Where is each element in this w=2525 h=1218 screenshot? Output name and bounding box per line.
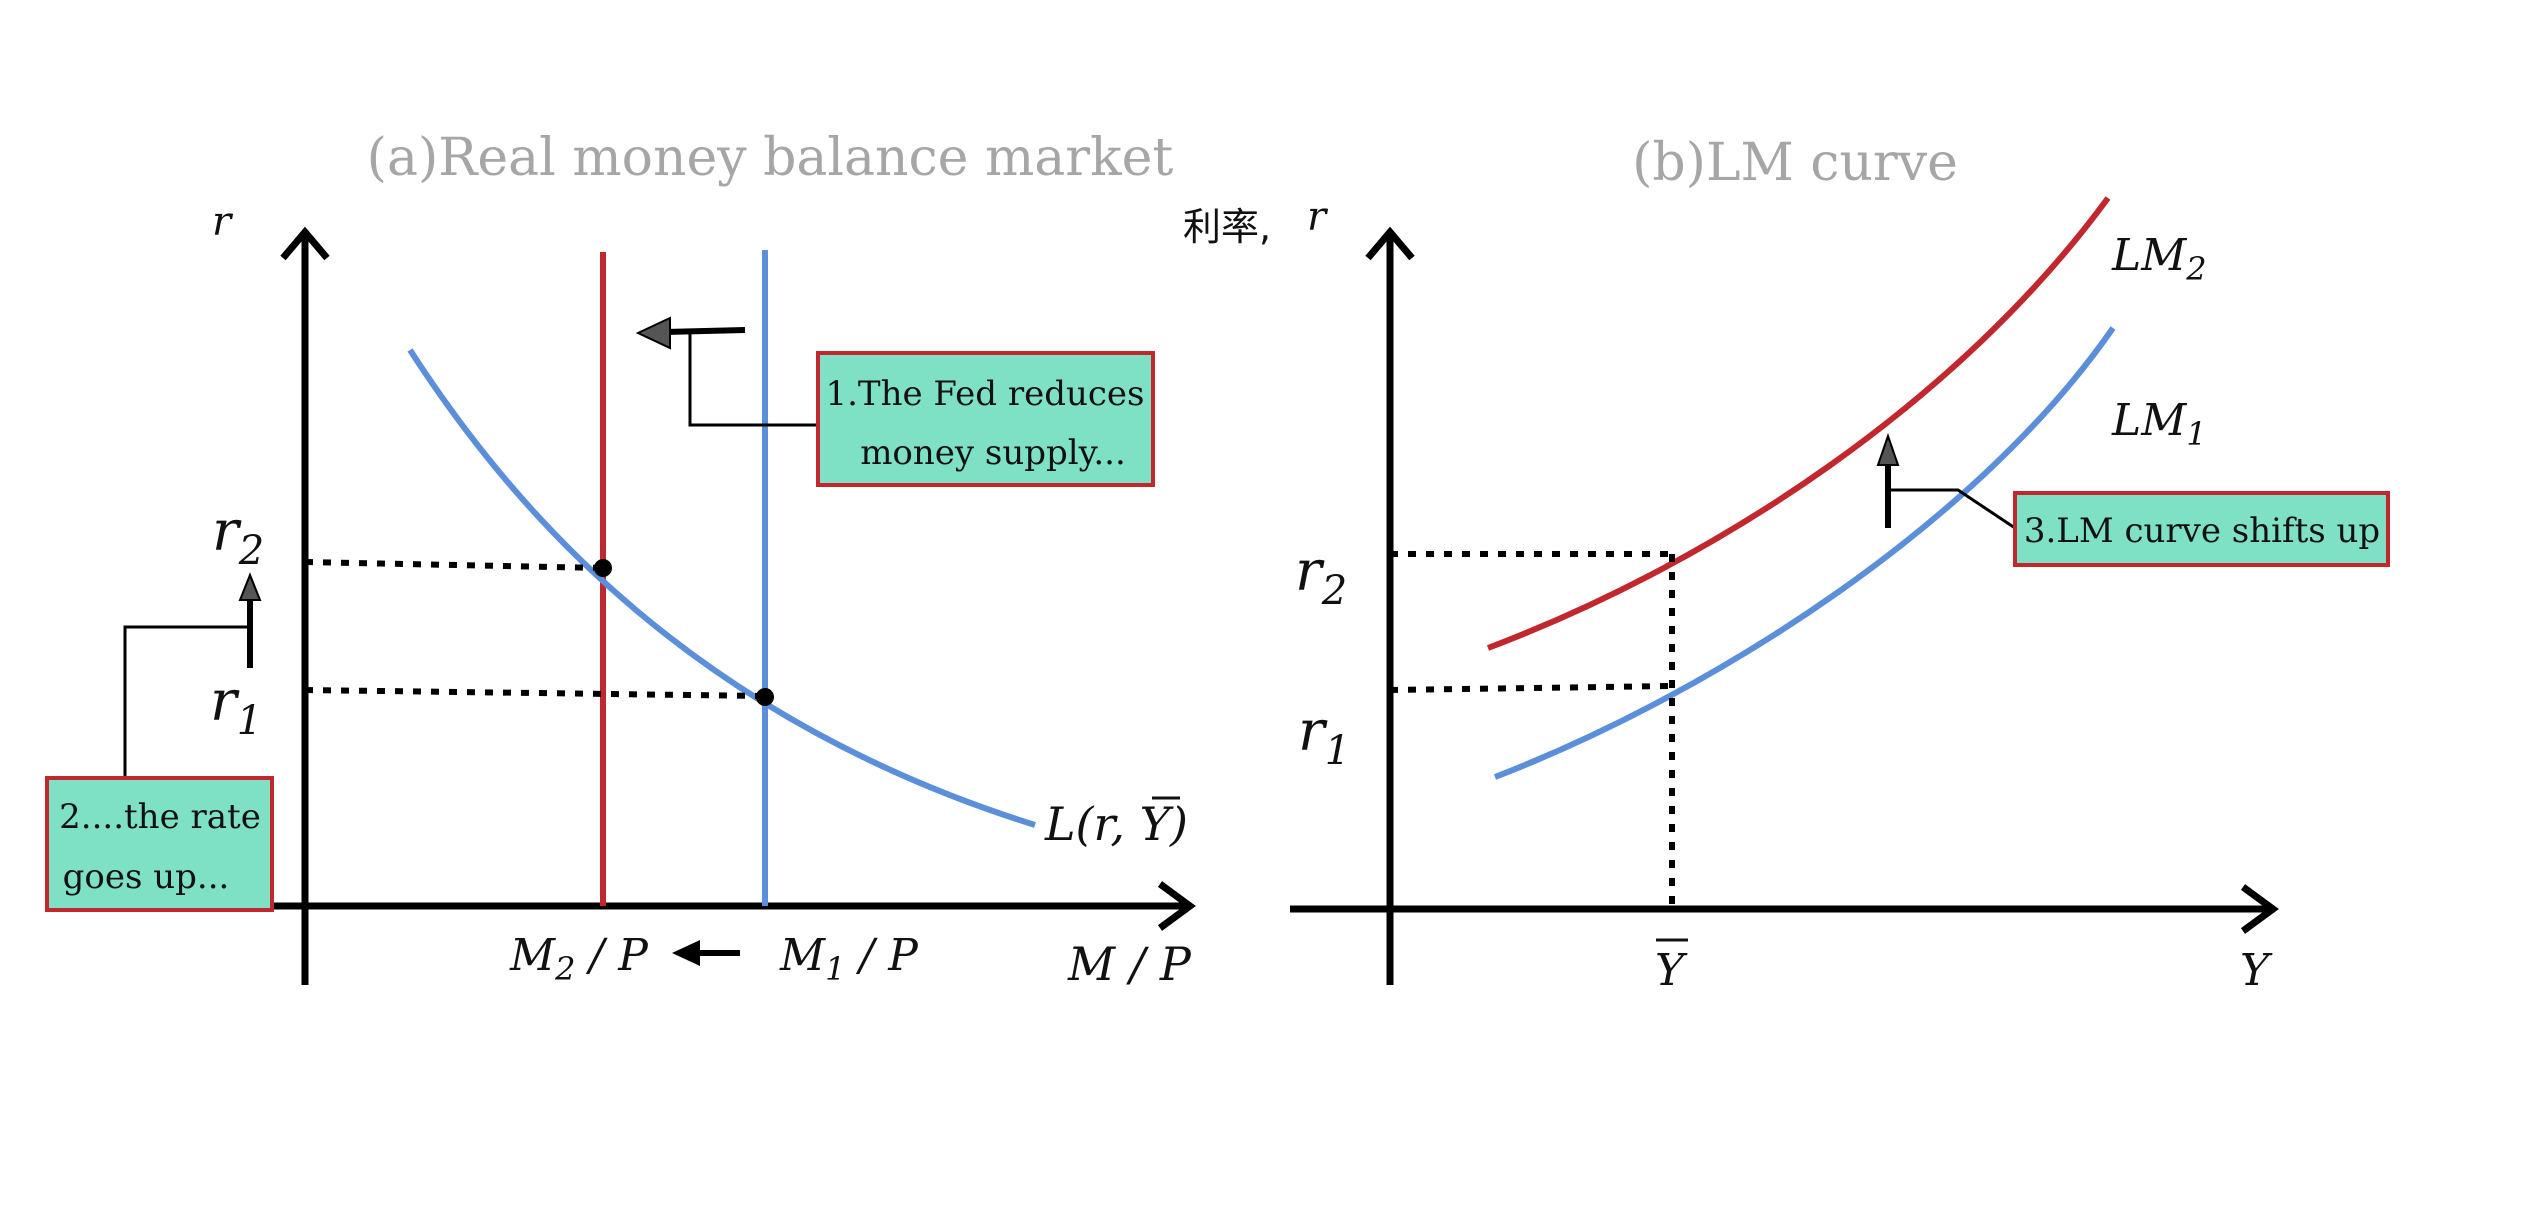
callout-2-box: [45, 776, 274, 912]
panel-b-y-label-cn: 利率,: [1183, 205, 1271, 249]
panel-b-title: (b)LM curve: [1632, 133, 1958, 193]
panel-b: (b)LM curve 利率, r Y r2 r1 Y LM2 LM1 3: [1183, 133, 2390, 996]
r1-guide-line: [304, 687, 766, 699]
equilibrium-point-1: [756, 688, 774, 706]
callout-1-line2: money supply...: [860, 433, 1126, 473]
arrow-up-icon: [238, 572, 262, 668]
panel-a-y-axis-arrowhead: [280, 226, 330, 261]
money-demand-curve: [407, 348, 1036, 828]
equilibrium-point-2: [594, 559, 612, 577]
panel-b-y-axis-arrowhead: [1365, 226, 1415, 261]
arrow-left-icon: [635, 316, 746, 350]
lm2-curve: [1486, 196, 2111, 651]
panel-a-title: (a)Real money balance market: [367, 128, 1174, 188]
panel-b-y-label: r: [1307, 194, 1329, 240]
lm2-label: LM2: [2111, 230, 2207, 288]
panel-b-r2-label: r2: [1295, 539, 1347, 614]
panel-b-x-axis-arrowhead: [2240, 884, 2279, 934]
callout-2-line1: 2....the rate: [59, 797, 261, 837]
callout-1-line1: 1.The Fed reduces: [825, 374, 1144, 414]
demand-curve-label: L(r, Y): [1044, 797, 1188, 851]
callout-1-box: [816, 351, 1155, 487]
callout-3-box: [2013, 491, 2390, 567]
panel-b-x-label: Y: [2240, 945, 2273, 996]
panel-a-x-label: M / P: [1067, 937, 1192, 991]
lm1-curve: [1493, 326, 2116, 780]
panel-a-r2-label: r2: [212, 499, 264, 574]
callout-3-leader: [1890, 488, 2016, 530]
panel-a-x-axis-arrowhead: [1157, 881, 1196, 931]
m1-label: M1 / P: [779, 930, 919, 988]
arrow-left-icon: [672, 940, 740, 966]
ybar-label: Y: [1655, 945, 1688, 996]
lm-r1-guide: [1389, 683, 1673, 693]
lm1-label: LM1: [2111, 395, 2207, 453]
panel-a: (a)Real money balance market r M / P r2 …: [45, 128, 1196, 991]
arrow-up-icon: [1876, 432, 1900, 528]
panel-b-r1-label: r1: [1298, 699, 1350, 774]
r2-guide-line: [304, 559, 604, 571]
callout-2-line2: goes up...: [63, 857, 230, 897]
panel-a-y-label: r: [212, 199, 234, 245]
callout-3-text: 3.LM curve shifts up: [2024, 511, 2380, 551]
callout-2-leader: [123, 625, 248, 778]
m2-label: M2 / P: [509, 930, 649, 988]
callout-1-leader: [688, 333, 818, 427]
panel-a-r1-label: r1: [210, 669, 262, 744]
